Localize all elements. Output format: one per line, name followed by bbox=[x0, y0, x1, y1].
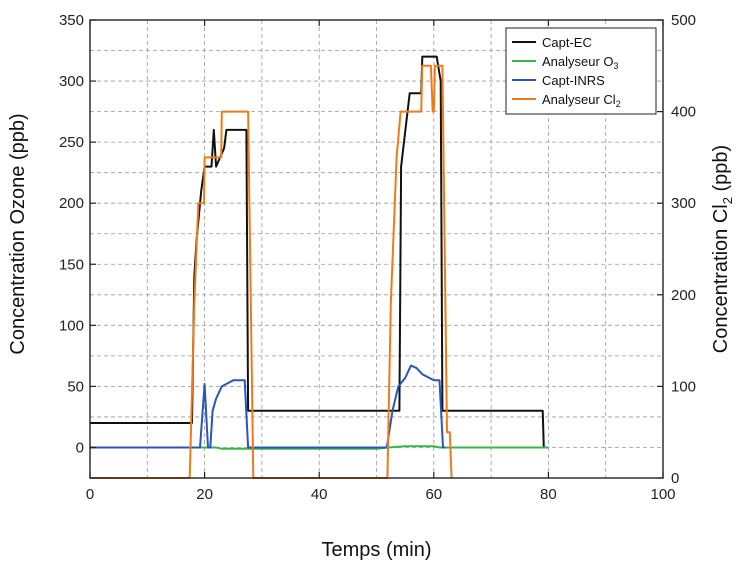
y-right-tick-label: 400 bbox=[671, 104, 696, 121]
y-left-tick-label: 350 bbox=[59, 12, 84, 29]
y-left-tick-label: 200 bbox=[59, 195, 84, 212]
series-line-2 bbox=[90, 445, 549, 450]
y-left-tick-label: 300 bbox=[59, 73, 84, 90]
y-axis-right-title-main: Concentration Cl bbox=[710, 204, 732, 353]
legend-label-1: Capt-EC bbox=[542, 35, 592, 50]
axis-ticks: 0 20 40 60 80 1000501001502002503003500100200… bbox=[59, 12, 696, 503]
y-left-tick-label: 50 bbox=[67, 378, 84, 395]
y-left-tick-label: 150 bbox=[59, 256, 84, 273]
grid bbox=[90, 20, 663, 478]
series-line-3 bbox=[90, 364, 446, 449]
y-axis-right-title: Concentration Cl2 (ppb) bbox=[710, 145, 735, 353]
y-right-tick-label: 200 bbox=[671, 287, 696, 304]
x-tick-label: 0 bbox=[86, 486, 94, 503]
legend-label-4: Analyseur Cl2 bbox=[542, 92, 621, 109]
plot-series bbox=[90, 55, 549, 479]
x-tick-label: 80 bbox=[540, 486, 557, 503]
y-right-tick-label: 0 bbox=[671, 470, 679, 487]
legend: Capt-EC Analyseur O3 Capt-INRS Analyseur Cl… bbox=[505, 27, 657, 115]
series-line-1 bbox=[90, 55, 545, 448]
x-tick-label: 60 bbox=[425, 486, 442, 503]
plot-frame bbox=[89, 19, 664, 479]
legend-label-3: Capt-INRS bbox=[542, 73, 605, 88]
x-tick-label: 40 bbox=[311, 486, 328, 503]
y-axis-right-title-unit: (ppb) bbox=[710, 145, 732, 197]
legend-label-2: Analyseur O3 bbox=[542, 54, 619, 71]
x-tick-label: 20 bbox=[196, 486, 213, 503]
y-left-tick-label: 250 bbox=[59, 134, 84, 151]
y-axis-left-title: Concentration Ozone (ppb) bbox=[7, 113, 29, 354]
y-right-tick-label: 300 bbox=[671, 195, 696, 212]
y-right-tick-label: 500 bbox=[671, 12, 696, 29]
y-left-tick-label: 0 bbox=[76, 439, 84, 456]
y-axis-right-title-sub: 2 bbox=[720, 197, 735, 204]
series-line-4 bbox=[90, 64, 453, 479]
y-right-tick-label: 100 bbox=[671, 378, 696, 395]
x-axis-title: Temps (min) bbox=[321, 539, 431, 561]
x-tick-label: 100 bbox=[650, 486, 675, 503]
y-left-tick-label: 100 bbox=[59, 317, 84, 334]
